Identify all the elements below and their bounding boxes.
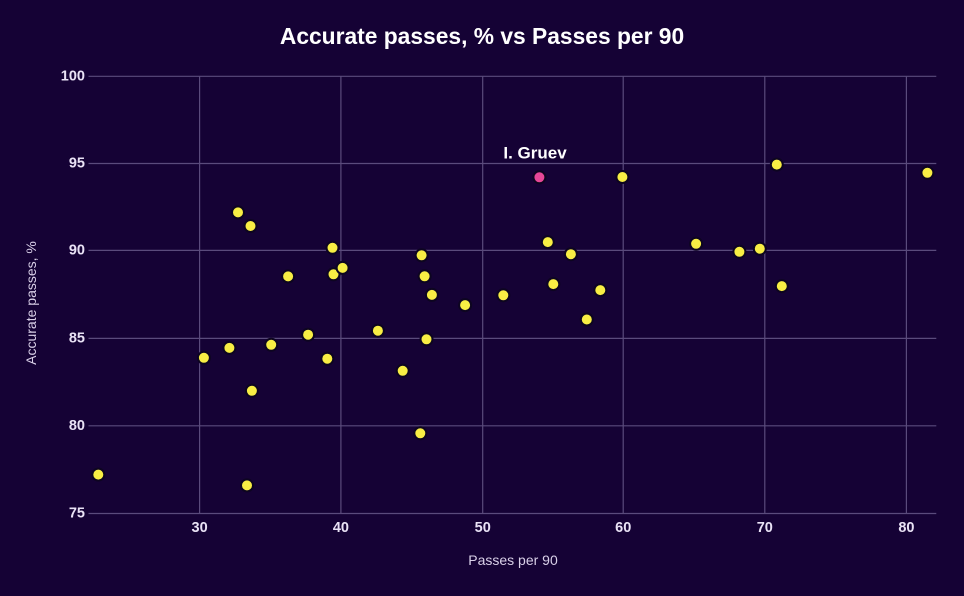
svg-text:85: 85 xyxy=(69,330,85,346)
svg-text:30: 30 xyxy=(192,520,208,536)
svg-text:75: 75 xyxy=(69,506,85,522)
svg-text:100: 100 xyxy=(61,68,85,84)
svg-text:60: 60 xyxy=(615,520,631,536)
svg-text:50: 50 xyxy=(475,520,491,536)
svg-text:Accurate passes, % vs Passes p: Accurate passes, % vs Passes per 90 xyxy=(280,23,684,49)
svg-text:80: 80 xyxy=(69,418,85,434)
svg-text:80: 80 xyxy=(898,520,914,536)
svg-text:40: 40 xyxy=(333,520,349,536)
svg-text:Accurate passes, %: Accurate passes, % xyxy=(23,241,39,365)
svg-text:90: 90 xyxy=(69,242,85,258)
svg-text:I. Gruev: I. Gruev xyxy=(503,144,567,163)
svg-text:70: 70 xyxy=(757,520,773,536)
svg-text:Passes per 90: Passes per 90 xyxy=(468,552,558,568)
svg-text:95: 95 xyxy=(69,156,85,172)
